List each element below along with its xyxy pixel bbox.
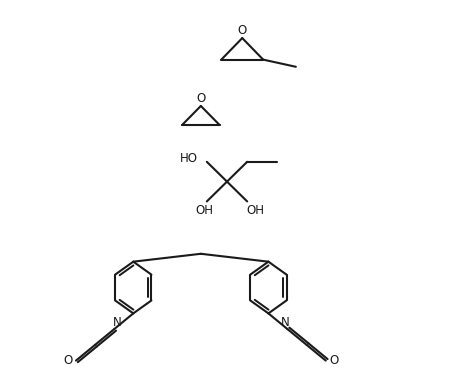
Text: OH: OH: [246, 203, 264, 217]
Text: O: O: [64, 354, 73, 367]
Text: N: N: [113, 316, 121, 329]
Text: O: O: [237, 24, 247, 37]
Text: OH: OH: [196, 203, 214, 217]
Text: O: O: [329, 354, 338, 367]
Text: N: N: [281, 316, 289, 329]
Text: O: O: [196, 92, 206, 105]
Text: HO: HO: [179, 153, 197, 165]
